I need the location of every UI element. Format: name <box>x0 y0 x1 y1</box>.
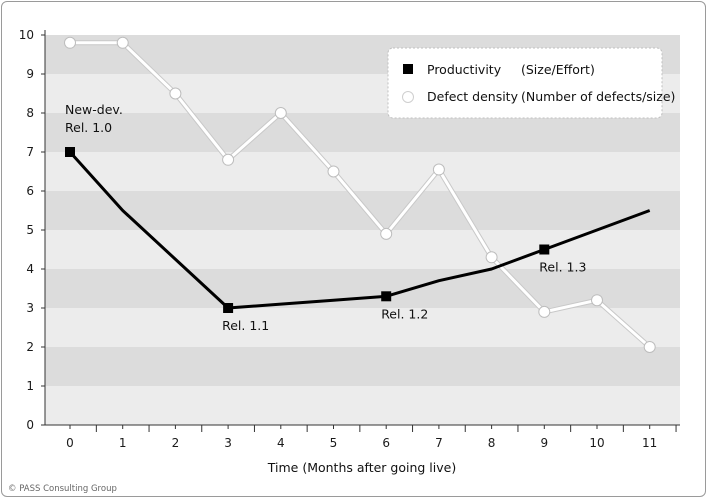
defect-density-point <box>538 305 551 318</box>
y-tick-label: 7 <box>26 145 34 159</box>
defect-density-point <box>274 107 287 119</box>
x-tick-label: 5 <box>330 436 338 450</box>
x-axis-label: Time (Months after going live) <box>267 460 456 475</box>
grid-band <box>45 191 680 230</box>
x-tick-label: 1 <box>119 436 127 450</box>
release-annotation: Rel. 1.2 <box>381 306 428 321</box>
grid-band <box>45 308 680 347</box>
defect-density-point <box>591 294 603 307</box>
y-tick-label: 5 <box>26 223 34 237</box>
annotation-line: New-dev. <box>65 102 123 117</box>
y-tick-label: 3 <box>26 301 34 315</box>
productivity-line <box>68 150 651 310</box>
defect-density-point <box>327 165 340 178</box>
legend-productivity-unit: (Size/Effort) <box>521 62 595 77</box>
defect-density-point <box>485 251 498 264</box>
x-tick-label: 6 <box>382 436 390 450</box>
y-tick-label: 10 <box>19 28 34 42</box>
release-annotation: Rel. 1.3 <box>539 260 586 275</box>
x-tick-label: 0 <box>66 436 74 450</box>
productivity-point <box>381 291 392 302</box>
annotations: New-dev. Rel. 1.0 Rel. 1.1 Rel. 1.2 Rel. 1.3 <box>65 102 586 333</box>
grid-band <box>45 386 680 425</box>
legend-box <box>387 47 663 119</box>
axes <box>41 30 680 432</box>
y-tick-label: 9 <box>26 67 34 81</box>
y-tick-label: 2 <box>26 340 34 354</box>
y-tick-label: 6 <box>26 184 34 198</box>
release-annotation: New-dev. Rel. 1.0 <box>65 102 123 135</box>
y-tick-labels: 0 1 2 3 4 5 6 7 8 9 10 <box>19 28 34 432</box>
x-tick-label: 4 <box>277 436 285 450</box>
defect-density-point <box>222 153 235 166</box>
x-tick-label: 9 <box>540 436 548 450</box>
y-tick-label: 4 <box>26 262 34 276</box>
x-tick-labels: 0 1 2 3 4 5 6 7 8 9 10 11 <box>66 436 657 450</box>
grid-band <box>45 269 680 308</box>
defect-density-point <box>432 163 445 176</box>
release-annotation: Rel. 1.1 <box>222 318 269 333</box>
defect-density-point <box>380 227 393 240</box>
x-tick-label: 11 <box>642 436 657 450</box>
legend-productivity-marker <box>403 64 413 74</box>
grid-band <box>45 152 680 191</box>
grid-band <box>45 347 680 386</box>
annotation-line: Rel. 1.1 <box>222 318 269 333</box>
grid-band <box>45 113 680 152</box>
x-tick-label: 2 <box>172 436 180 450</box>
series-group <box>64 36 656 353</box>
productivity-point <box>65 147 75 157</box>
annotation-line: Rel. 1.3 <box>539 260 586 275</box>
defect-density-point <box>64 36 76 49</box>
legend: Productivity (Size/Effort) Defect densit… <box>387 47 675 119</box>
annotation-line: Rel. 1.0 <box>65 120 112 135</box>
defect-density-point <box>643 341 656 353</box>
defect-density-point <box>169 87 182 100</box>
x-tick-label: 10 <box>589 436 604 450</box>
productivity-point <box>539 244 550 255</box>
x-tick-label: 8 <box>488 436 496 450</box>
defect-density-line <box>70 41 651 349</box>
legend-defect-unit: (Number of defects/size) <box>521 89 675 104</box>
y-tick-label: 1 <box>26 379 34 393</box>
y-tick-label: 8 <box>26 106 34 120</box>
x-tick-label: 7 <box>435 436 443 450</box>
productivity-point <box>223 303 234 313</box>
legend-defect-label: Defect density <box>427 89 519 104</box>
y-tick-label: 0 <box>26 418 34 432</box>
legend-defect-marker <box>402 91 414 103</box>
x-tick-label: 3 <box>224 436 232 450</box>
credit-text: © PASS Consulting Group <box>8 484 117 494</box>
defect-density-point <box>116 36 129 49</box>
legend-productivity-label: Productivity <box>427 62 502 77</box>
annotation-line: Rel. 1.2 <box>381 306 428 321</box>
